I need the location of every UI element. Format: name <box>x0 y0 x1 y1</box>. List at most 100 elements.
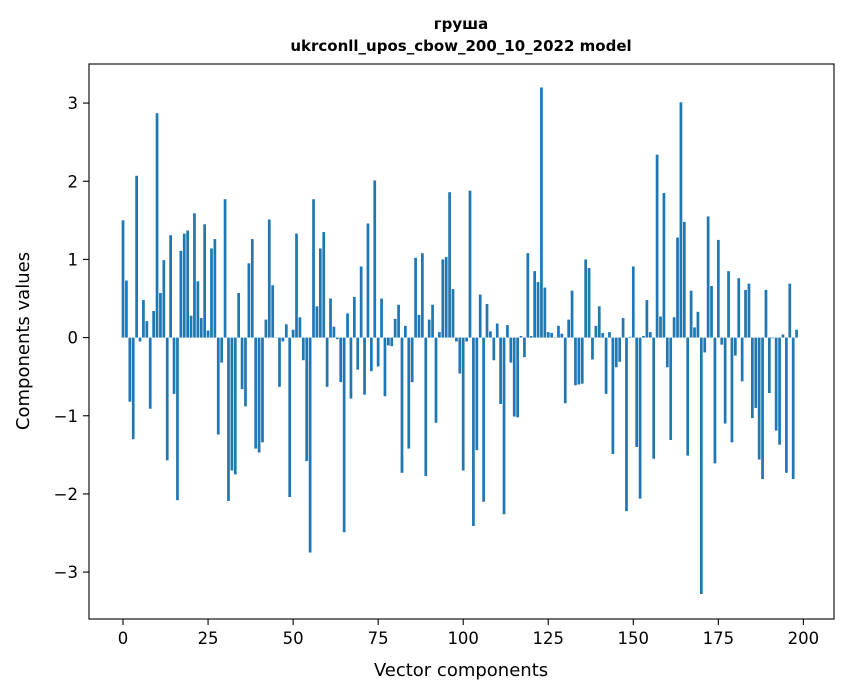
y-tick-label-2: 2 <box>68 172 79 191</box>
bar-133 <box>574 337 577 386</box>
bar-96 <box>448 192 451 338</box>
x-tick-label-175: 175 <box>703 629 735 648</box>
bar-192 <box>774 337 778 431</box>
y-axis-ticks: −3 −2 −1 0 1 2 3 <box>54 94 89 582</box>
bar-13 <box>165 337 169 461</box>
bar-98 <box>455 337 458 342</box>
bar-178 <box>727 271 730 338</box>
bar-72 <box>366 223 370 338</box>
bar-170 <box>699 337 703 594</box>
bar-84 <box>407 337 411 449</box>
y-tick-label--3: −3 <box>54 563 78 582</box>
bar-69 <box>356 337 360 370</box>
bar-94 <box>441 259 445 338</box>
bar-143 <box>608 332 611 338</box>
bar-166 <box>686 337 690 456</box>
x-tick-label-125: 125 <box>532 629 564 648</box>
bar-87 <box>417 314 421 338</box>
bar-108 <box>489 331 492 338</box>
bar-159 <box>662 192 666 338</box>
bar-37 <box>247 263 251 338</box>
bar-11 <box>159 293 162 338</box>
bar-174 <box>713 337 717 464</box>
bar-60 <box>325 337 329 387</box>
bar-70 <box>359 266 363 338</box>
bar-118 <box>523 337 526 358</box>
bar-144 <box>611 337 615 455</box>
bar-73 <box>369 337 373 372</box>
bar-181 <box>737 278 741 338</box>
bar-18 <box>182 233 186 338</box>
bar-152 <box>638 337 642 499</box>
bar-106 <box>482 337 485 502</box>
bar-49 <box>288 337 292 498</box>
bar-89 <box>424 337 428 476</box>
x-axis-ticks: 0 25 50 75 100 125 150 175 200 <box>118 619 819 648</box>
bar-99 <box>458 337 462 374</box>
bar-180 <box>733 337 737 356</box>
bar-28 <box>216 337 220 435</box>
bar-29 <box>220 337 224 363</box>
bar-111 <box>499 337 502 405</box>
bar-186 <box>754 337 758 408</box>
bar-156 <box>652 337 656 459</box>
bar-124 <box>543 287 547 338</box>
bar-52 <box>298 317 302 338</box>
bar-198 <box>795 329 798 338</box>
bar-120 <box>529 336 533 338</box>
bar-173 <box>710 286 713 338</box>
bar-47 <box>281 337 285 342</box>
bar-74 <box>373 180 377 338</box>
bar-1 <box>125 280 128 338</box>
bar-119 <box>526 253 530 338</box>
bar-22 <box>196 281 200 338</box>
bar-145 <box>614 337 618 368</box>
bar-154 <box>645 300 649 338</box>
bar-64 <box>339 337 343 383</box>
y-tick-label--1: −1 <box>54 407 78 426</box>
bar-146 <box>618 337 622 362</box>
bar-21 <box>193 213 196 338</box>
bar-107 <box>485 303 489 338</box>
bar-68 <box>352 296 356 338</box>
bar-8 <box>148 337 152 409</box>
y-axis-label: Components values <box>13 252 34 430</box>
bar-79 <box>390 337 394 347</box>
bar-86 <box>414 257 417 338</box>
bar-77 <box>383 337 387 397</box>
y-tick-label-1: 1 <box>68 250 79 269</box>
bar-38 <box>250 239 254 338</box>
bar-114 <box>509 337 513 363</box>
bar-33 <box>233 337 237 475</box>
bar-4 <box>135 175 138 338</box>
bar-128 <box>557 325 560 338</box>
bar-48 <box>284 324 288 338</box>
bar-26 <box>210 248 213 338</box>
y-tick-label-0: 0 <box>68 329 79 348</box>
bar-78 <box>387 337 390 346</box>
bar-10 <box>155 113 159 338</box>
bar-2 <box>128 337 132 402</box>
bar-61 <box>329 298 332 338</box>
bar-162 <box>672 317 676 338</box>
bar-195 <box>785 337 788 473</box>
x-tick-label-100: 100 <box>447 629 479 648</box>
bar-19 <box>186 230 190 338</box>
bar-39 <box>254 337 258 449</box>
bar-171 <box>703 337 707 353</box>
y-tick-label--2: −2 <box>54 485 78 504</box>
bar-147 <box>621 318 625 338</box>
bar-16 <box>176 337 179 501</box>
bar-97 <box>451 289 455 338</box>
bar-151 <box>635 337 639 448</box>
bar-75 <box>376 337 380 367</box>
bar-157 <box>655 154 659 338</box>
bar-191 <box>771 337 775 339</box>
chart-subtitle: ukrconll_upos_cbow_200_10_2022 model <box>290 37 631 55</box>
bar-183 <box>744 289 747 338</box>
bar-165 <box>682 221 686 338</box>
x-tick-label-150: 150 <box>618 629 650 648</box>
bar-25 <box>206 330 210 338</box>
bar-34 <box>237 293 241 338</box>
